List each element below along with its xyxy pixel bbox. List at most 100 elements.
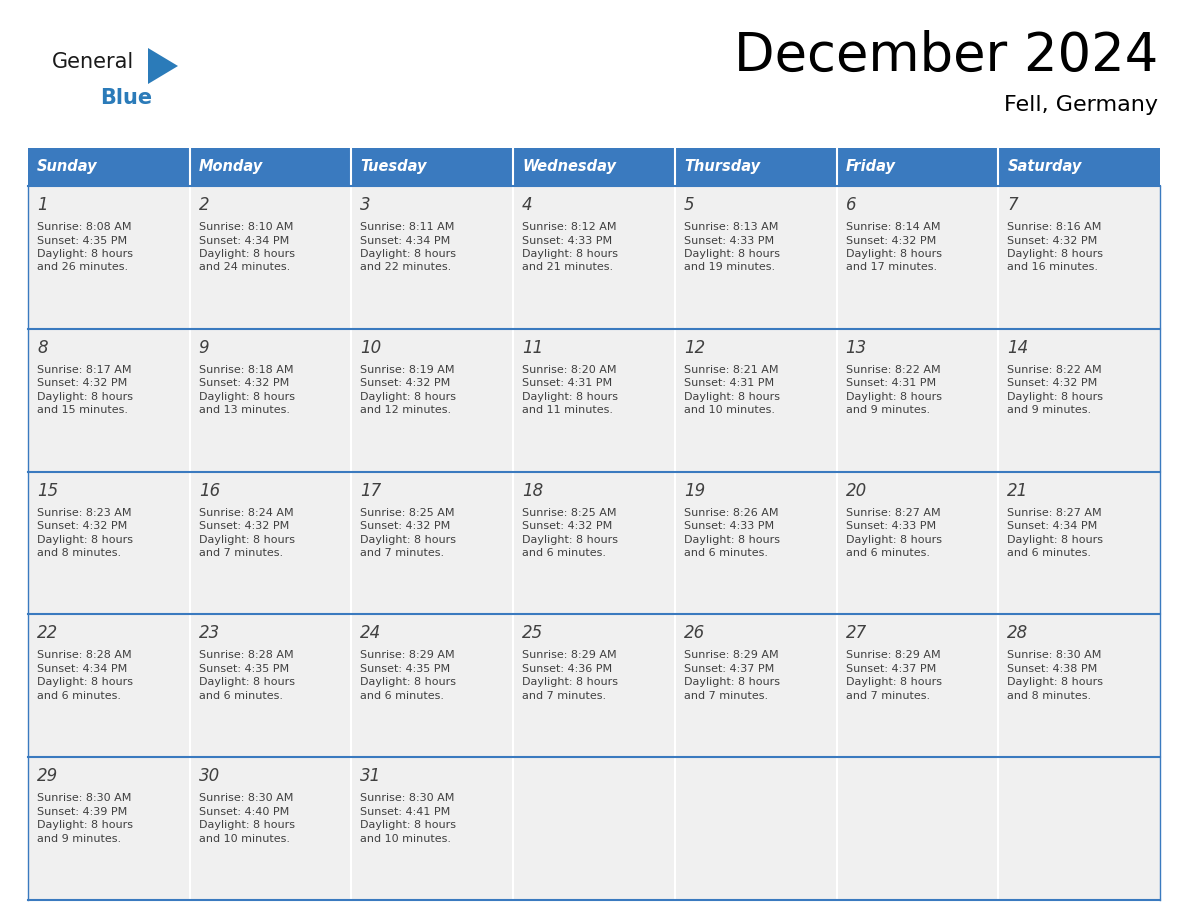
- Text: 19: 19: [684, 482, 706, 499]
- Text: Daylight: 8 hours: Daylight: 8 hours: [1007, 677, 1104, 688]
- Bar: [513, 472, 675, 614]
- Text: Daylight: 8 hours: Daylight: 8 hours: [846, 249, 942, 259]
- Text: Sunrise: 8:28 AM: Sunrise: 8:28 AM: [198, 650, 293, 660]
- Bar: [190, 148, 352, 186]
- Text: Sunset: 4:32 PM: Sunset: 4:32 PM: [37, 378, 127, 388]
- Bar: [836, 329, 998, 472]
- Text: Daylight: 8 hours: Daylight: 8 hours: [1007, 392, 1104, 402]
- Text: Sunset: 4:35 PM: Sunset: 4:35 PM: [198, 664, 289, 674]
- Bar: [675, 472, 836, 614]
- Text: 17: 17: [360, 482, 381, 499]
- Text: Sunrise: 8:24 AM: Sunrise: 8:24 AM: [198, 508, 293, 518]
- Bar: [513, 329, 675, 472]
- Text: 16: 16: [198, 482, 220, 499]
- Text: and 10 minutes.: and 10 minutes.: [684, 406, 775, 415]
- Text: 31: 31: [360, 767, 381, 785]
- Text: and 6 minutes.: and 6 minutes.: [360, 691, 444, 701]
- Text: Sunset: 4:35 PM: Sunset: 4:35 PM: [360, 664, 450, 674]
- Text: Sunset: 4:33 PM: Sunset: 4:33 PM: [684, 521, 775, 532]
- Text: Daylight: 8 hours: Daylight: 8 hours: [846, 392, 942, 402]
- Text: 26: 26: [684, 624, 706, 643]
- Text: 8: 8: [37, 339, 48, 357]
- Text: Sunset: 4:32 PM: Sunset: 4:32 PM: [37, 521, 127, 532]
- Text: Sunrise: 8:30 AM: Sunrise: 8:30 AM: [198, 793, 293, 803]
- Text: Friday: Friday: [846, 159, 896, 174]
- Text: Sunrise: 8:28 AM: Sunrise: 8:28 AM: [37, 650, 132, 660]
- Text: Daylight: 8 hours: Daylight: 8 hours: [198, 392, 295, 402]
- Text: Sunset: 4:34 PM: Sunset: 4:34 PM: [37, 664, 127, 674]
- Text: 24: 24: [360, 624, 381, 643]
- Text: 20: 20: [846, 482, 867, 499]
- Text: and 12 minutes.: and 12 minutes.: [360, 406, 451, 415]
- Text: 4: 4: [523, 196, 532, 214]
- Bar: [29, 614, 190, 757]
- Text: Sunset: 4:35 PM: Sunset: 4:35 PM: [37, 236, 127, 245]
- Text: Sunrise: 8:30 AM: Sunrise: 8:30 AM: [1007, 650, 1101, 660]
- Text: Sunrise: 8:29 AM: Sunrise: 8:29 AM: [846, 650, 940, 660]
- Text: Sunset: 4:40 PM: Sunset: 4:40 PM: [198, 807, 289, 817]
- Text: and 22 minutes.: and 22 minutes.: [360, 263, 451, 273]
- Text: Sunrise: 8:14 AM: Sunrise: 8:14 AM: [846, 222, 940, 232]
- Bar: [836, 472, 998, 614]
- Text: Sunset: 4:32 PM: Sunset: 4:32 PM: [360, 521, 450, 532]
- Text: and 11 minutes.: and 11 minutes.: [523, 406, 613, 415]
- Text: and 10 minutes.: and 10 minutes.: [198, 834, 290, 844]
- Text: Daylight: 8 hours: Daylight: 8 hours: [37, 249, 133, 259]
- Bar: [836, 148, 998, 186]
- Bar: [836, 614, 998, 757]
- Text: Sunrise: 8:27 AM: Sunrise: 8:27 AM: [1007, 508, 1102, 518]
- Bar: [675, 186, 836, 329]
- Bar: [29, 329, 190, 472]
- Bar: [190, 329, 352, 472]
- Text: Blue: Blue: [100, 88, 152, 108]
- Bar: [352, 614, 513, 757]
- Text: 27: 27: [846, 624, 867, 643]
- Text: Daylight: 8 hours: Daylight: 8 hours: [523, 677, 618, 688]
- Text: Daylight: 8 hours: Daylight: 8 hours: [198, 820, 295, 830]
- Text: Sunrise: 8:20 AM: Sunrise: 8:20 AM: [523, 364, 617, 375]
- Text: Monday: Monday: [198, 159, 263, 174]
- Text: Daylight: 8 hours: Daylight: 8 hours: [684, 534, 779, 544]
- Text: Sunset: 4:38 PM: Sunset: 4:38 PM: [1007, 664, 1098, 674]
- Text: Sunset: 4:39 PM: Sunset: 4:39 PM: [37, 807, 127, 817]
- Text: Sunset: 4:34 PM: Sunset: 4:34 PM: [198, 236, 289, 245]
- Text: Daylight: 8 hours: Daylight: 8 hours: [198, 249, 295, 259]
- Text: Daylight: 8 hours: Daylight: 8 hours: [360, 392, 456, 402]
- Bar: [29, 757, 190, 900]
- Text: 10: 10: [360, 339, 381, 357]
- Text: Daylight: 8 hours: Daylight: 8 hours: [684, 249, 779, 259]
- Text: Thursday: Thursday: [684, 159, 760, 174]
- Bar: [836, 757, 998, 900]
- Text: Sunset: 4:31 PM: Sunset: 4:31 PM: [523, 378, 612, 388]
- Bar: [675, 614, 836, 757]
- Text: Sunset: 4:32 PM: Sunset: 4:32 PM: [1007, 378, 1098, 388]
- Text: Sunset: 4:36 PM: Sunset: 4:36 PM: [523, 664, 612, 674]
- Text: Daylight: 8 hours: Daylight: 8 hours: [37, 677, 133, 688]
- Bar: [190, 472, 352, 614]
- Text: Sunrise: 8:10 AM: Sunrise: 8:10 AM: [198, 222, 293, 232]
- Text: and 7 minutes.: and 7 minutes.: [198, 548, 283, 558]
- Text: and 7 minutes.: and 7 minutes.: [523, 691, 606, 701]
- Text: 30: 30: [198, 767, 220, 785]
- Text: Sunset: 4:32 PM: Sunset: 4:32 PM: [1007, 236, 1098, 245]
- Bar: [513, 186, 675, 329]
- Text: Sunrise: 8:29 AM: Sunrise: 8:29 AM: [684, 650, 778, 660]
- Text: and 9 minutes.: and 9 minutes.: [37, 834, 121, 844]
- Bar: [675, 757, 836, 900]
- Text: Sunrise: 8:27 AM: Sunrise: 8:27 AM: [846, 508, 940, 518]
- Text: Sunrise: 8:17 AM: Sunrise: 8:17 AM: [37, 364, 132, 375]
- Text: Sunset: 4:33 PM: Sunset: 4:33 PM: [846, 521, 936, 532]
- Text: Daylight: 8 hours: Daylight: 8 hours: [1007, 534, 1104, 544]
- Text: and 6 minutes.: and 6 minutes.: [846, 548, 929, 558]
- Text: Daylight: 8 hours: Daylight: 8 hours: [37, 820, 133, 830]
- Bar: [998, 614, 1159, 757]
- Text: Sunset: 4:32 PM: Sunset: 4:32 PM: [198, 378, 289, 388]
- Text: Sunrise: 8:18 AM: Sunrise: 8:18 AM: [198, 364, 293, 375]
- Bar: [352, 186, 513, 329]
- Bar: [513, 148, 675, 186]
- Bar: [513, 757, 675, 900]
- Text: December 2024: December 2024: [734, 30, 1158, 82]
- Text: and 13 minutes.: and 13 minutes.: [198, 406, 290, 415]
- Bar: [675, 148, 836, 186]
- Text: Daylight: 8 hours: Daylight: 8 hours: [360, 677, 456, 688]
